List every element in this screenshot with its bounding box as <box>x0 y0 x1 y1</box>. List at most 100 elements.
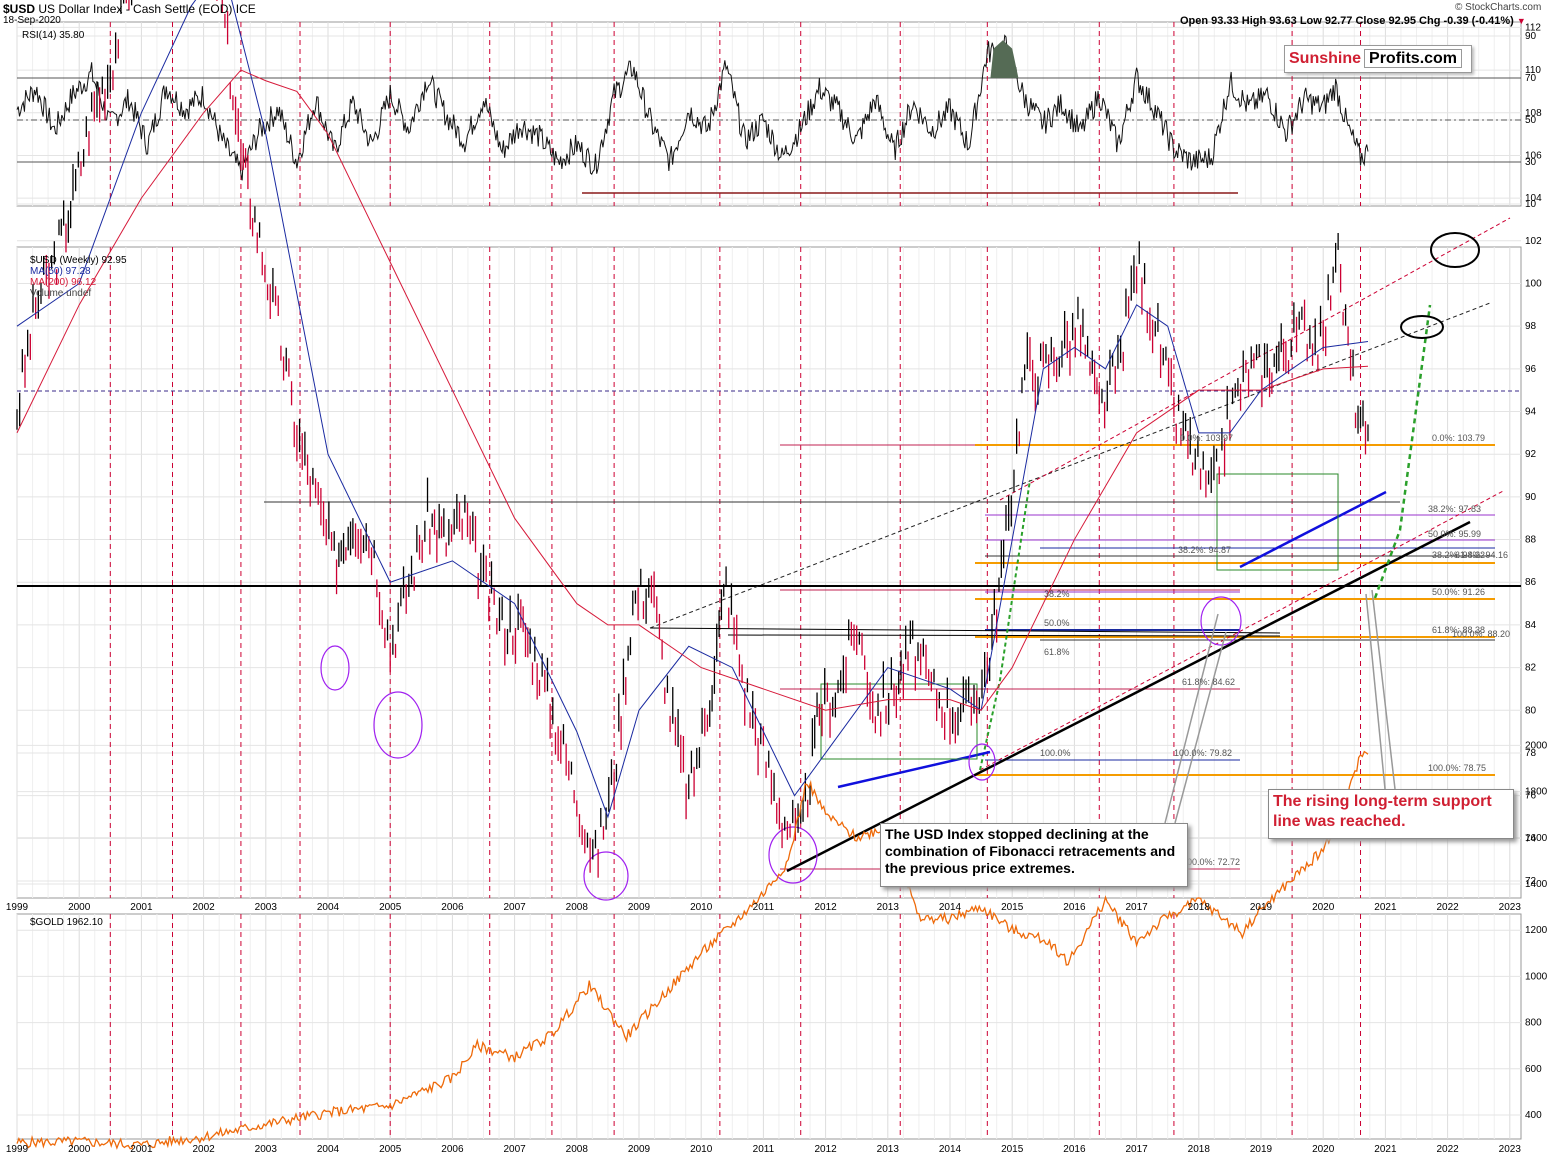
price-tick-label: 110 <box>1525 65 1541 76</box>
gold-tick-label: 1000 <box>1525 971 1548 982</box>
gold-year-tick-label: 2001 <box>130 1144 153 1155</box>
price-tick-label: 88 <box>1525 535 1537 546</box>
price-tick-label: 80 <box>1525 705 1537 716</box>
previous-extreme-line <box>727 634 1281 637</box>
gold-tick-label: 800 <box>1525 1018 1542 1029</box>
gold-tick-label: 1200 <box>1525 925 1548 936</box>
gold-year-tick-label: 2022 <box>1436 1144 1459 1155</box>
gold-year-tick-label: 2019 <box>1250 1144 1273 1155</box>
down-arrow-icon: ▼ <box>1516 16 1526 26</box>
sunshine-profits-logo: Sunshine Profits.com <box>1284 45 1472 73</box>
support-line-callout: The rising long-term support line was re… <box>1268 789 1514 839</box>
legend-ma200: MA(200) 96.12 <box>30 277 97 288</box>
callout-pointer <box>1371 589 1396 790</box>
gold-year-tick-label: 2011 <box>753 1144 775 1155</box>
bottom-circle <box>968 743 996 781</box>
fib-label: 0.0%: 103.79 <box>1432 433 1485 443</box>
chart-date: 18-Sep-2020 <box>3 15 61 26</box>
year-tick-label: 2000 <box>68 902 91 913</box>
brand-part1: Sunshine <box>1289 50 1362 67</box>
year-tick-label: 2017 <box>1125 902 1148 913</box>
callout-pointer <box>1164 613 1219 824</box>
price-tick-label: 106 <box>1525 150 1542 161</box>
fib-label: 100.0% <box>1040 748 1071 758</box>
price-tick-label: 92 <box>1525 449 1537 460</box>
consolidation-box <box>1216 473 1339 571</box>
year-tick-label: 2001 <box>130 902 153 913</box>
fib-label: 38.2%: 94.87 <box>1178 545 1231 555</box>
price-tick-label: 82 <box>1525 663 1537 674</box>
gold-tick-label: 400 <box>1525 1110 1542 1121</box>
gold-year-tick-label: 2010 <box>690 1144 713 1155</box>
gold-year-tick-label: 1999 <box>6 1144 29 1155</box>
fib-label: 61.8%: 84.62 <box>1182 677 1235 687</box>
rsi-tick-label: 10 <box>1525 199 1537 210</box>
fib-label: 100.0%: 88.20 <box>1452 629 1510 639</box>
ohlc-values: Open 93.33 High 93.63 Low 92.77 Close 92… <box>1180 15 1514 27</box>
gold-line <box>16 750 1369 1150</box>
year-tick-label: 2019 <box>1250 902 1273 913</box>
brand-part2: Profits.com <box>1364 49 1463 68</box>
legend-ma50: MA(50) 97.28 <box>30 266 91 277</box>
axis-ticks: 10 30 50 70 90 72 74 76 78 80 82 84 86 88 90 92 94 96 98 10… <box>6 22 1548 1155</box>
gold-year-tick-label: 2017 <box>1125 1144 1148 1155</box>
year-tick-label: 2015 <box>1001 902 1024 913</box>
rally-green-dashed <box>979 479 1031 771</box>
target-ellipse <box>1430 232 1480 268</box>
gold-year-tick-label: 2018 <box>1188 1144 1211 1155</box>
bottom-circle <box>1200 596 1242 646</box>
series <box>16 0 1369 1150</box>
year-tick-label: 2009 <box>628 902 651 913</box>
legend-usd: $USD (Weekly) 92.95 <box>30 255 127 266</box>
price-tick-label: 86 <box>1525 577 1537 588</box>
price-tick-label: 76 <box>1525 791 1537 802</box>
bottom-circle <box>320 645 350 691</box>
price-tick-label: 78 <box>1525 748 1537 759</box>
fib-label: 100.0%: 72.72 <box>1182 857 1240 867</box>
fib-label: 38.2%: 97.83 <box>1428 504 1481 514</box>
price-tick-label: 100 <box>1525 278 1542 289</box>
ohlc-readout: Open 93.33 High 93.63 Low 92.77 Close 92… <box>1180 15 1526 27</box>
fib-label: 100.0%: 79.82 <box>1174 748 1232 758</box>
rsi-tick-label: 90 <box>1525 31 1537 42</box>
target-ellipse <box>1400 315 1444 339</box>
year-tick-label: 2010 <box>690 902 713 913</box>
gold-year-tick-label: 2000 <box>68 1144 91 1155</box>
fib-label: 61.8%: 88.38 <box>1432 625 1485 635</box>
fib-label: 61.8%: 94.16 <box>1455 550 1508 560</box>
gold-year-tick-label: 2012 <box>814 1144 837 1155</box>
year-tick-label: 2013 <box>877 902 900 913</box>
rsi-line <box>16 34 1369 181</box>
price-tick-label: 108 <box>1525 108 1542 119</box>
blue-trend-line <box>837 750 991 789</box>
price-tick-label: 112 <box>1525 22 1541 33</box>
gold-year-tick-label: 2008 <box>566 1144 589 1155</box>
rsi-overbought-fill <box>990 40 1019 78</box>
year-tick-label: 2018 <box>1188 902 1211 913</box>
year-tick-label: 2012 <box>814 902 837 913</box>
price-legend: $USD (Weekly) 92.95 MA(50) 97.28 MA(200)… <box>30 255 127 299</box>
price-tick-label: 90 <box>1525 492 1537 503</box>
price-tick-label: 84 <box>1525 620 1537 631</box>
bottom-circle <box>373 691 423 759</box>
ma200-line <box>16 69 1369 711</box>
bottom-circle <box>583 851 629 901</box>
fib-label: 38.2%: 94.22 <box>1432 550 1485 560</box>
year-tick-label: 2014 <box>939 902 962 913</box>
gold-title: $GOLD 1962.10 <box>30 917 103 928</box>
gold-tick-label: 1800 <box>1525 787 1548 798</box>
year-tick-label: 2004 <box>317 902 340 913</box>
gold-panel <box>16 913 1522 1140</box>
lower-red-dashed-channel <box>979 489 1506 771</box>
gold-tick-label: 2000 <box>1525 740 1548 751</box>
year-tick-label: 2007 <box>503 902 526 913</box>
rsi-tick-label: 30 <box>1525 157 1537 168</box>
projection-green-dashed <box>1373 304 1432 599</box>
gold-year-tick-label: 2020 <box>1312 1144 1335 1155</box>
gold-year-tick-label: 2005 <box>379 1144 402 1155</box>
year-tick-label: 2023 <box>1499 902 1522 913</box>
year-tick-label: 2011 <box>753 902 775 913</box>
gold-year-tick-label: 2021 <box>1374 1144 1397 1155</box>
blue-trend-line <box>1239 490 1387 569</box>
price-tick-label: 96 <box>1525 364 1537 375</box>
